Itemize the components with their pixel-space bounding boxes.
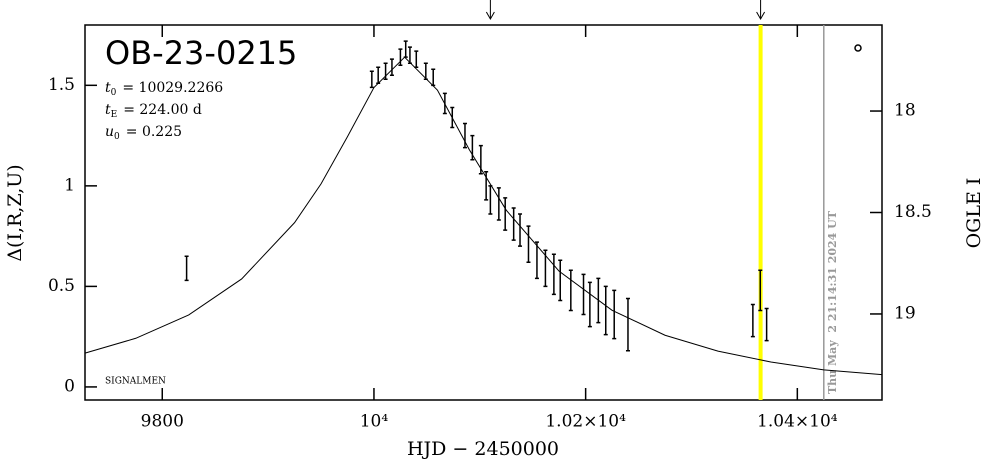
error-bar	[534, 241, 539, 280]
error-bar	[764, 307, 769, 342]
error-bar	[551, 253, 556, 296]
error-bar	[383, 62, 388, 81]
error-bar	[398, 48, 403, 66]
parameter-sub: 0	[111, 88, 117, 98]
error-bar	[503, 197, 508, 231]
error-bar	[750, 303, 755, 338]
y-tick-label: 1	[64, 175, 75, 195]
error-bar	[376, 66, 381, 85]
x-tick-label: 9800	[141, 412, 184, 432]
error-bar	[442, 92, 447, 115]
error-bar	[478, 144, 483, 175]
y-axis-label: Δ(I,R,Z,U)	[4, 164, 26, 261]
error-bar	[423, 62, 428, 81]
timestamp: Thu May 2 21:14:31 2024 UT	[826, 210, 839, 394]
parameter: tE = 224.00 d	[105, 102, 202, 120]
error-bar	[450, 106, 455, 129]
error-bar	[407, 46, 412, 64]
y-tick-label: 0	[64, 376, 75, 396]
error-bar	[496, 187, 501, 221]
parameter-symbol: t	[105, 102, 111, 118]
parameter: u0 = 0.225	[105, 124, 182, 142]
error-bar	[625, 297, 630, 352]
y2-tick-label: 18	[894, 101, 916, 121]
error-bar	[488, 185, 493, 215]
error-bar	[587, 281, 592, 328]
error-bar	[431, 68, 436, 87]
error-bar	[612, 289, 617, 340]
error-bar	[581, 273, 586, 316]
chart-title: OB-23-0215	[105, 34, 297, 72]
error-bar	[526, 225, 531, 264]
parameter-sub: E	[111, 110, 118, 120]
arrow-head	[485, 11, 495, 21]
y2-axis-label: OGLE I	[963, 178, 985, 249]
parameter-value: = 224.00 d	[123, 102, 202, 118]
error-bar	[543, 249, 548, 288]
y2-tick-label: 18.5	[894, 202, 932, 222]
parameter-value: = 10029.2266	[122, 80, 223, 96]
note: SIGNALMEN	[105, 377, 166, 387]
error-bar	[403, 40, 408, 58]
error-bar	[558, 259, 563, 302]
error-bar	[484, 171, 489, 201]
error-bar	[518, 213, 523, 247]
error-bar	[470, 134, 475, 161]
error-bar	[596, 277, 601, 324]
error-bar	[369, 70, 374, 89]
parameter-value: = 0.225	[126, 124, 182, 140]
parameter: t0 = 10029.2266	[105, 80, 223, 98]
x-tick-label: 10⁴	[360, 412, 389, 432]
error-bar	[511, 207, 516, 241]
symbol	[854, 44, 862, 52]
parameter-symbol: t	[105, 80, 111, 96]
x-tick-label: 1.02×10⁴	[545, 412, 626, 432]
y-tick-label: 0.5	[48, 276, 75, 296]
arrow-head	[756, 11, 766, 21]
error-bar	[568, 269, 573, 312]
error-bar	[603, 285, 608, 336]
x-axis-label: HJD − 2450000	[407, 438, 559, 459]
error-bar	[758, 269, 763, 312]
parameter-sub: 0	[114, 132, 120, 142]
error-bar	[414, 50, 419, 68]
y-tick-label: 1.5	[48, 75, 75, 95]
x-tick-label: 1.04×10⁴	[757, 412, 838, 432]
y2-tick-label: 19	[894, 303, 916, 323]
error-bar	[462, 122, 467, 149]
error-bar	[389, 58, 394, 77]
model-curve	[84, 56, 883, 376]
parameter-symbol: u	[105, 124, 114, 140]
error-bar	[184, 255, 189, 282]
